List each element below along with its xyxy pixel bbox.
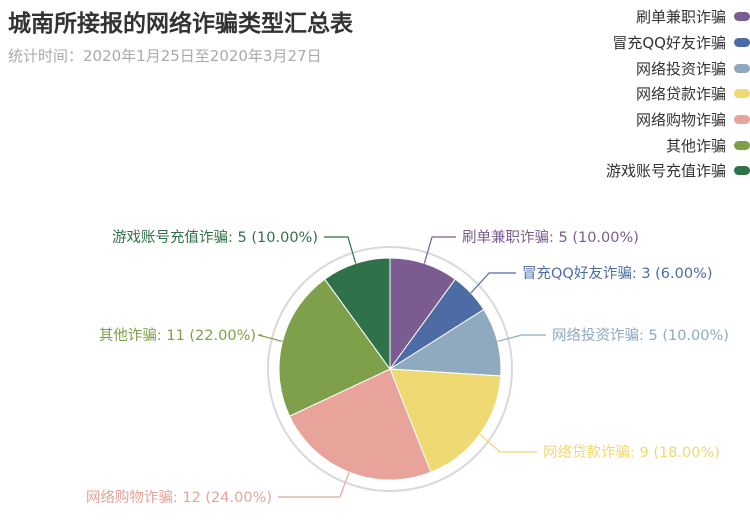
legend-swatch: [734, 38, 750, 48]
legend-label: 刷单兼职诈骗: [635, 8, 726, 27]
chart-title: 城南所接报的网络诈骗类型汇总表: [8, 11, 353, 37]
label-leader-line: [470, 272, 516, 294]
slice-label: 其他诈骗: 11 (22.00%): [99, 327, 256, 344]
label-leader-line: [278, 471, 350, 498]
legend-swatch: [734, 89, 750, 99]
label-leader-line: [423, 236, 456, 264]
slice-label: 网络购物诈骗: 12 (24.00%): [86, 489, 272, 506]
chart-subtitle: 统计时间：2020年1月25日至2020年3月27日: [8, 47, 322, 65]
label-leader-line: [497, 334, 546, 342]
legend-item[interactable]: 游戏账号充值诈骗: [606, 158, 750, 184]
label-leader-line: [479, 433, 537, 453]
legend-label: 冒充QQ好友诈骗: [612, 34, 726, 53]
slice-label: 游戏账号充值诈骗: 5 (10.00%): [112, 229, 318, 246]
legend-item[interactable]: 网络贷款诈骗: [636, 81, 750, 107]
slice-label: 刷单兼职诈骗: 5 (10.00%): [462, 229, 639, 246]
legend-item[interactable]: 网络投资诈骗: [636, 55, 750, 81]
legend-label: 其他诈骗: [665, 136, 726, 155]
legend-swatch: [734, 12, 750, 22]
legend-label: 网络投资诈骗: [635, 59, 726, 78]
legend-swatch: [734, 166, 750, 176]
slice-label: 网络投资诈骗: 5 (10.00%): [552, 327, 729, 344]
label-leader-line: [324, 236, 357, 264]
pie-slice[interactable]: [389, 368, 502, 473]
legend-label: 网络贷款诈骗: [635, 85, 726, 104]
slice-label: 网络贷款诈骗: 9 (18.00%): [543, 444, 720, 461]
legend-item[interactable]: 其他诈骗: [666, 132, 750, 158]
label-leader-line: [258, 334, 283, 342]
legend-label: 网络购物诈骗: [635, 111, 726, 130]
pie-outer-ring: [267, 246, 513, 492]
legend-swatch: [734, 63, 750, 73]
legend-swatch: [734, 140, 750, 150]
legend: 刷单兼职诈骗冒充QQ好友诈骗网络投资诈骗 网络贷款诈骗 网络购物诈骗其他诈骗游戏账号…: [606, 4, 750, 184]
legend-swatch: [734, 115, 750, 125]
legend-item[interactable]: 冒充QQ好友诈骗: [612, 30, 750, 56]
slice-label: 冒充QQ好友诈骗: 3 (6.00%): [522, 265, 713, 282]
legend-label: 游戏账号充值诈骗: [605, 162, 726, 181]
legend-item[interactable]: 刷单兼职诈骗: [636, 4, 750, 30]
legend-item[interactable]: 网络购物诈骗: [636, 107, 750, 133]
